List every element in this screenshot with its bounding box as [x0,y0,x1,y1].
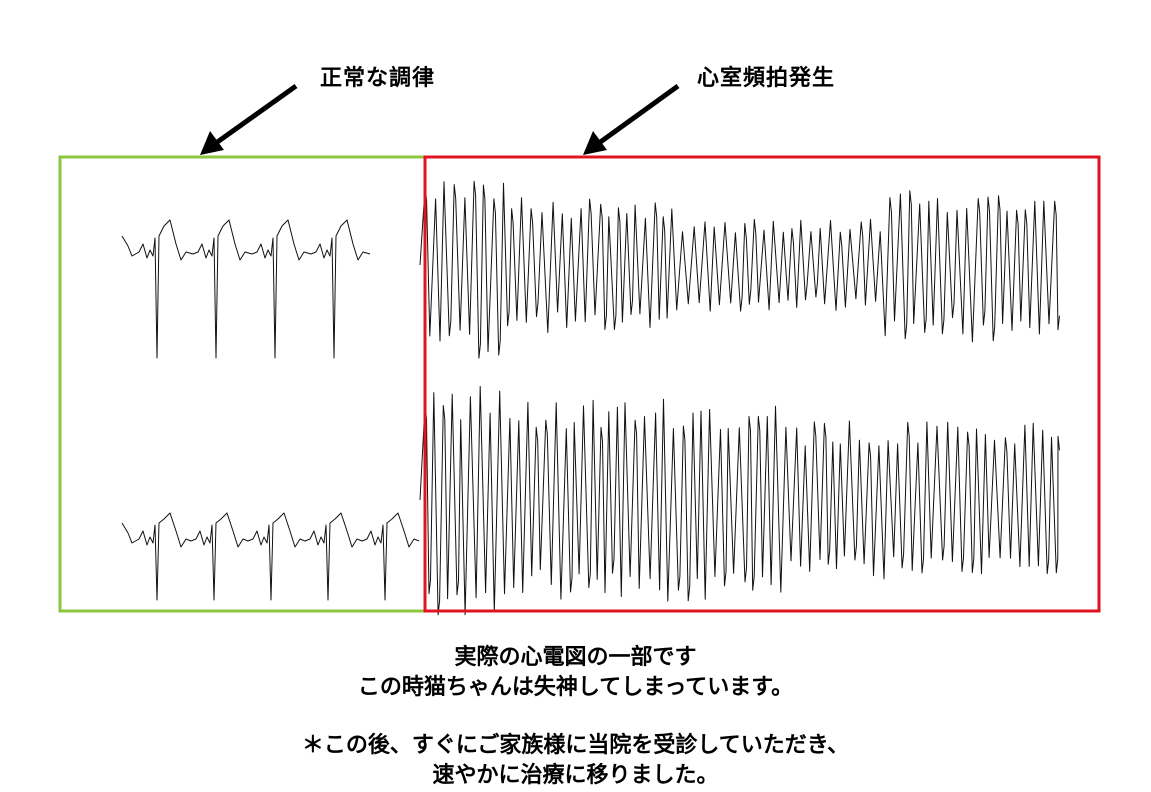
arrow-to-vt-box [583,83,680,155]
ecg-traces [121,180,1060,616]
normal-trace [121,512,420,601]
vt-trace-upper [419,180,1060,359]
caption-note-line-1: ＊この後、すぐにご家族様に当院を受診していただき、 [301,733,850,758]
caption-line-1: 実際の心電図の一部です [454,645,697,670]
arrow-to-normal-box [200,83,298,155]
caption-note-line-2: 速やかに治療に移りました。 [432,763,719,788]
normal-trace [121,219,371,359]
normal-rhythm-box [58,155,427,613]
ventricular-tachycardia-label: 心室頻拍発生 [697,66,836,91]
vt-trace-lower [419,385,1060,616]
normal-rhythm-label: 正常な調律 [320,66,436,91]
ventricular-tachycardia-box [423,155,1101,613]
caption-line-2: この時猫ちゃんは失神してしまっています。 [357,675,794,700]
